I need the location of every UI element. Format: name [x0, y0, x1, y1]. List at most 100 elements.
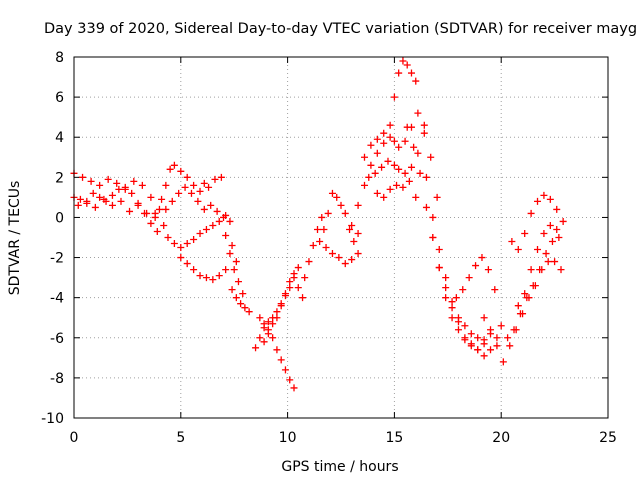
data-point	[427, 153, 435, 161]
data-point	[465, 274, 473, 282]
series-arc12	[260, 270, 307, 346]
data-point	[76, 195, 84, 203]
data-point	[373, 135, 381, 143]
series-arc2	[70, 169, 163, 213]
data-point	[337, 201, 345, 209]
data-point	[367, 161, 375, 169]
data-point	[108, 201, 116, 209]
data-point	[367, 141, 375, 149]
data-point	[205, 183, 213, 191]
data-point	[190, 266, 198, 274]
y-tick-label: 0	[55, 210, 64, 226]
data-point	[196, 187, 204, 195]
data-point	[401, 137, 409, 145]
data-point	[422, 203, 430, 211]
data-point	[147, 193, 155, 201]
data-point	[403, 123, 411, 131]
data-point	[559, 217, 567, 225]
data-point	[420, 121, 428, 129]
data-point	[294, 284, 302, 292]
data-point	[360, 181, 368, 189]
data-point	[546, 195, 554, 203]
data-point	[277, 356, 285, 364]
data-point	[209, 276, 217, 284]
data-point	[348, 256, 356, 264]
data-point	[226, 217, 234, 225]
series-arc22	[429, 234, 501, 360]
data-point	[328, 189, 336, 197]
y-tick-label: 4	[55, 130, 64, 146]
data-point	[510, 326, 518, 334]
data-point	[222, 266, 230, 274]
data-point	[346, 225, 354, 233]
y-tick-label: -10	[41, 411, 64, 427]
data-point	[230, 266, 238, 274]
data-point	[175, 189, 183, 197]
data-point	[454, 326, 462, 334]
data-point	[299, 294, 307, 302]
x-tick-label: 15	[385, 430, 403, 446]
series-arc8	[222, 231, 247, 298]
data-point	[516, 310, 524, 318]
data-point	[232, 258, 240, 266]
data-point	[170, 161, 178, 169]
data-point	[269, 320, 277, 328]
data-point	[534, 246, 542, 254]
x-tick-label: 5	[176, 430, 185, 446]
data-point	[245, 308, 253, 316]
data-point	[294, 264, 302, 272]
x-tick-label: 25	[599, 430, 617, 446]
data-point	[480, 340, 488, 348]
data-point	[301, 274, 309, 282]
data-point	[527, 209, 535, 217]
series-arc10	[252, 264, 302, 352]
data-point	[158, 195, 166, 203]
data-point	[322, 244, 330, 252]
y-tick-label: -2	[50, 251, 64, 267]
data-point	[448, 298, 456, 306]
series-arc13	[301, 213, 326, 282]
data-point	[527, 266, 535, 274]
data-point	[96, 181, 104, 189]
data-point	[393, 181, 401, 189]
data-point	[452, 294, 460, 302]
data-point	[378, 163, 386, 171]
data-point	[553, 225, 561, 233]
data-point	[168, 197, 176, 205]
data-point	[401, 169, 409, 177]
data-point	[239, 290, 247, 298]
data-point	[548, 238, 556, 246]
data-point	[484, 266, 492, 274]
data-point	[290, 384, 298, 392]
data-point	[155, 205, 163, 213]
data-point	[373, 149, 381, 157]
data-point	[237, 300, 245, 308]
data-point	[386, 185, 394, 193]
data-point	[115, 185, 123, 193]
data-point	[442, 284, 450, 292]
data-point	[281, 366, 289, 374]
data-point	[286, 284, 294, 292]
data-point	[487, 346, 495, 354]
data-point	[196, 272, 204, 280]
data-point	[190, 181, 198, 189]
plot-frame	[73, 56, 609, 419]
axis-ticks: 0 5 10 15 20 25 -10 -8 -6 -4 -2 0 2 4 6 8	[41, 50, 617, 446]
data-point	[514, 246, 522, 254]
data-point	[551, 258, 559, 266]
data-point	[222, 211, 230, 219]
data-point	[461, 336, 469, 344]
series-arc23	[452, 254, 499, 302]
data-point	[480, 352, 488, 360]
data-point	[190, 236, 198, 244]
data-point	[544, 258, 552, 266]
data-point	[273, 314, 281, 322]
data-point	[536, 266, 544, 274]
series-arc27	[514, 221, 561, 310]
data-point	[407, 163, 415, 171]
data-point	[354, 229, 362, 237]
series-arc6	[164, 211, 230, 252]
data-point	[412, 193, 420, 201]
data-point	[290, 270, 298, 278]
